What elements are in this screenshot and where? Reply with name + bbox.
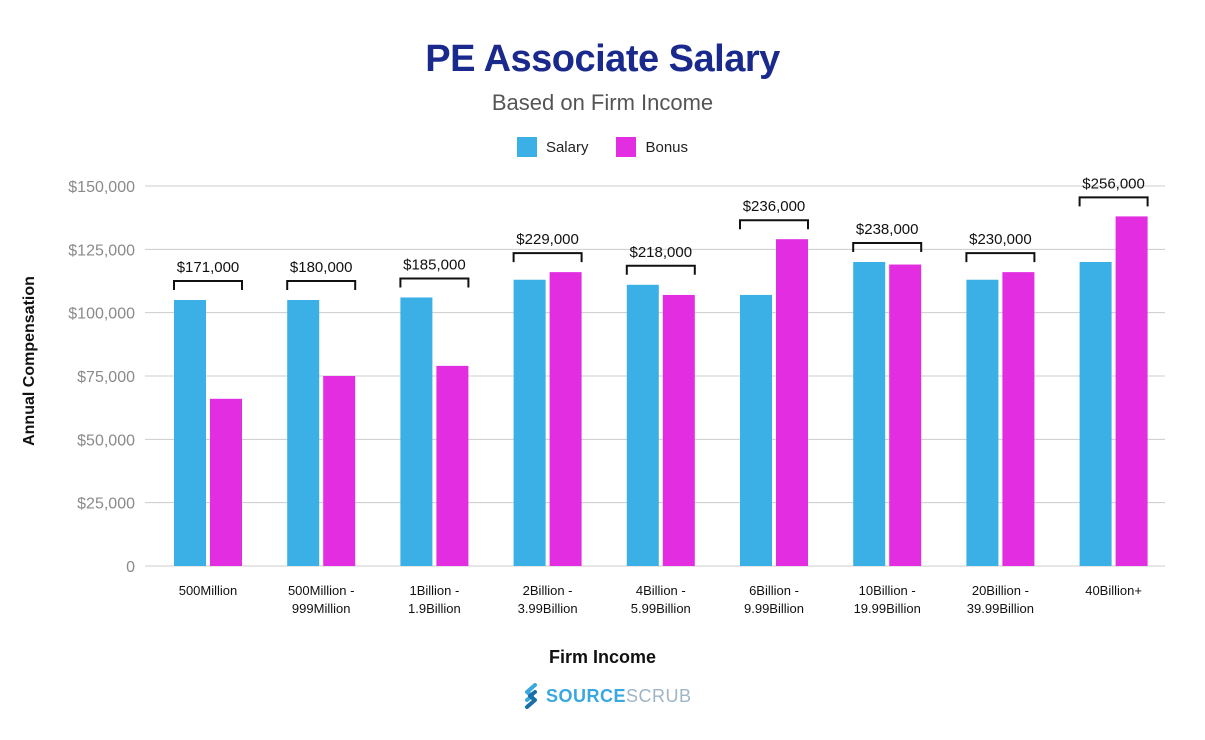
bar-bonus (436, 365, 469, 566)
total-bracket (852, 242, 923, 252)
legend-swatch-bonus (616, 137, 637, 157)
legend-item-bonus: Bonus (616, 137, 688, 157)
total-label: $238,000 (856, 221, 919, 238)
bar-salary (626, 284, 659, 566)
y-tick-label: $150,000 (68, 179, 135, 196)
total-label: $236,000 (743, 198, 806, 215)
logo-text: SOURCESCRUB (546, 686, 692, 707)
bar-bonus (662, 294, 695, 566)
x-tick-label: 6Billion - (749, 583, 799, 598)
bar-salary (853, 262, 886, 566)
total-label: $218,000 (630, 244, 693, 261)
bar-salary (513, 279, 546, 566)
total-bracket (286, 280, 357, 290)
total-label: $230,000 (969, 231, 1032, 248)
legend-item-salary: Salary (516, 137, 589, 157)
bar-bonus (1115, 216, 1148, 566)
x-tick-label: 500Million (179, 583, 238, 598)
bar-bonus (776, 239, 808, 566)
bar-bonus (323, 376, 356, 566)
bar-salary (287, 300, 320, 566)
x-tick-label: 20Billion - (972, 583, 1029, 598)
x-tick-label: 1.9Billion (408, 601, 461, 616)
x-tick-label: 500Million - (288, 583, 354, 598)
legend-label-bonus: Bonus (645, 138, 689, 156)
x-tick-label: 4Billion - (636, 583, 686, 598)
total-label: $229,000 (516, 231, 579, 248)
x-tick-label: 3.99Billion (518, 601, 578, 616)
total-label: $171,000 (177, 259, 240, 276)
total-bracket (739, 219, 809, 230)
y-tick-label: $50,000 (77, 432, 135, 449)
legend-label-salary: Salary (545, 138, 589, 156)
logo-icon (525, 683, 537, 709)
logo-text-light: SCRUB (626, 685, 692, 706)
x-tick-label: 999Million (292, 601, 351, 616)
total-bracket (512, 252, 583, 263)
x-tick-label: 9.99Billion (744, 601, 804, 616)
total-bracket (1078, 196, 1149, 207)
bar-salary (174, 300, 206, 566)
bar-bonus (210, 398, 242, 566)
bar-bonus (1002, 272, 1035, 566)
bar-salary (740, 294, 772, 566)
legend-swatch-salary (516, 137, 537, 157)
y-tick-label: 0 (126, 559, 135, 576)
y-tick-label: $75,000 (77, 369, 135, 386)
x-tick-label: 1Billion - (409, 583, 459, 598)
y-tick-label: $25,000 (77, 496, 135, 513)
bar-bonus (889, 264, 922, 566)
y-tick-label: $100,000 (68, 306, 135, 323)
chart-subtitle: Based on Firm Income (491, 90, 714, 115)
x-tick-label: 19.99Billion (854, 601, 921, 616)
total-label: $180,000 (290, 259, 353, 276)
total-bracket (173, 280, 243, 290)
bar-bonus (549, 272, 582, 566)
x-tick-label: 39.99Billion (967, 601, 1034, 616)
bar-salary (400, 297, 433, 566)
total-bracket (965, 252, 1036, 263)
x-tick-label: 5.99Billion (631, 601, 691, 616)
x-axis-label: Firm Income (548, 647, 657, 667)
bar-salary (966, 279, 999, 566)
sourcescrub-logo: SOURCESCRUB (522, 683, 692, 709)
y-tick-label: $125,000 (68, 242, 135, 259)
bar-salary (1079, 262, 1112, 566)
total-label: $256,000 (1082, 175, 1145, 192)
legend: Salary Bonus (0, 137, 1205, 157)
total-bracket (625, 264, 696, 275)
x-tick-label: 2Billion - (523, 583, 573, 598)
x-tick-label: 10Billion - (859, 583, 916, 598)
x-tick-label: 40Billion+ (1085, 583, 1142, 598)
chart-title: PE Associate Salary (425, 38, 780, 80)
total-bracket (399, 277, 470, 288)
logo-text-bold: SOURCE (546, 685, 627, 706)
total-label: $185,000 (403, 256, 466, 273)
